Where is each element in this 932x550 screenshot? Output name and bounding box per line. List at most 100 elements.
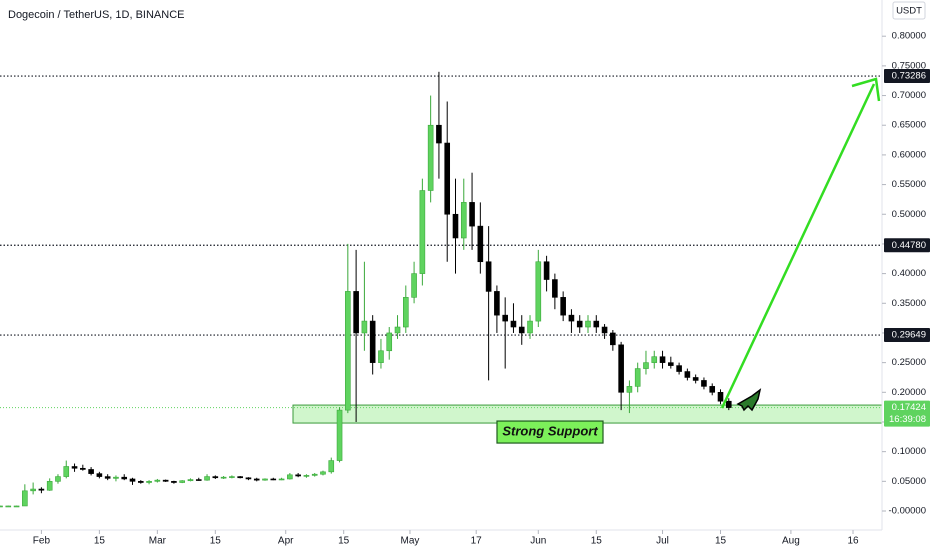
candle-body — [220, 476, 227, 479]
candle-body — [245, 477, 252, 480]
candle-body — [361, 320, 368, 334]
y-tick-label: 0.60000 — [892, 149, 926, 160]
candle-body — [444, 142, 451, 215]
x-tick-label: 15 — [210, 536, 222, 547]
candle-body — [560, 297, 566, 316]
candle-body — [692, 377, 699, 381]
candle-body — [171, 481, 177, 483]
candle-body — [187, 479, 194, 482]
candle-body — [30, 488, 36, 492]
level-label: 0.44780 — [892, 240, 926, 251]
candle-body — [22, 490, 28, 507]
candle-body — [427, 124, 434, 191]
current-price-label: 0.17424 — [892, 402, 926, 413]
candle-body — [593, 320, 600, 328]
x-tick-label: Jul — [656, 536, 669, 547]
candle-body — [129, 478, 136, 482]
candle-body — [452, 213, 459, 239]
candle-body — [46, 481, 53, 491]
candle-body — [378, 350, 384, 363]
y-tick-label: 0.65000 — [892, 120, 926, 131]
candle-body — [419, 190, 426, 274]
candle-body — [403, 297, 409, 328]
y-tick-label: 0.25000 — [892, 357, 926, 368]
rocket-icon — [736, 388, 762, 412]
candle-body — [369, 320, 376, 363]
y-tick-label: 0.35000 — [892, 298, 926, 309]
candle-body — [270, 478, 277, 481]
candle-body — [162, 479, 169, 482]
candle-body — [253, 478, 260, 481]
y-tick-label: 0.05000 — [892, 476, 926, 487]
candle-body — [237, 476, 243, 479]
level-label: 0.29649 — [892, 330, 926, 341]
candle-body — [436, 124, 442, 144]
x-tick-label: Apr — [278, 536, 294, 547]
candle-body — [287, 474, 293, 480]
currency-box — [892, 1, 926, 20]
candle-body — [725, 400, 732, 408]
candle-body — [303, 475, 310, 477]
x-tick-label: 17 — [471, 536, 483, 547]
level-label-box — [884, 69, 930, 84]
candle-body — [543, 261, 550, 280]
x-tick-label: 15 — [338, 536, 350, 547]
support-label: Strong Support — [502, 423, 598, 438]
candle-body — [195, 479, 202, 481]
candle-body — [96, 473, 103, 477]
candle-body — [618, 344, 624, 393]
candle-body — [535, 261, 542, 322]
candle-body — [460, 202, 467, 239]
candle-body — [709, 386, 716, 393]
candle-body — [701, 380, 707, 387]
y-tick-label: -0.00000 — [888, 506, 926, 517]
candle-body — [634, 368, 641, 387]
currency-label: USDT — [896, 6, 922, 17]
candle-body — [146, 481, 152, 483]
arrow-head — [851, 77, 881, 102]
candle-body — [684, 371, 691, 378]
y-tick-label: 0.20000 — [892, 387, 926, 398]
candle-body — [38, 488, 45, 491]
candle-body — [63, 466, 70, 477]
candle-body — [154, 479, 161, 482]
candle-body — [717, 392, 724, 402]
candle-body — [80, 467, 86, 470]
candle-body — [295, 474, 301, 477]
x-tick-label: 16 — [847, 536, 859, 547]
candle-body — [469, 202, 475, 227]
y-tick-label: 0.75000 — [892, 60, 926, 71]
support-label-box — [496, 420, 604, 444]
candle-body — [320, 471, 326, 475]
level-label-box — [884, 328, 930, 343]
y-tick-label: 0.70000 — [892, 90, 926, 101]
candle-body — [576, 320, 583, 328]
y-tick-label: 0.50000 — [892, 209, 926, 220]
candle-body — [229, 476, 235, 478]
candle-body — [5, 505, 12, 508]
y-tick-label: 0.55000 — [892, 179, 926, 190]
candle-body — [601, 326, 608, 334]
candle-body — [179, 480, 185, 483]
candle-body — [626, 386, 633, 393]
candle-body — [121, 476, 128, 480]
x-tick-label: May — [400, 536, 419, 547]
candle-body — [485, 261, 492, 292]
candle-body — [55, 476, 61, 482]
plot-area: Strong Support — [0, 71, 883, 508]
candle-body — [88, 469, 94, 474]
candle-body — [336, 409, 343, 461]
candle-body — [328, 460, 335, 473]
candle-body — [71, 466, 78, 469]
candle-body — [552, 279, 558, 298]
chart-title: Dogecoin / TetherUS, 1D, BINANCE — [8, 9, 184, 21]
x-tick-label: 15 — [715, 536, 727, 547]
x-tick-label: Aug — [782, 536, 800, 547]
candle-body — [610, 332, 616, 346]
candle-body — [668, 362, 674, 366]
y-tick-label: 0.10000 — [892, 446, 926, 457]
x-tick-label: Jun — [530, 536, 546, 547]
candle-body — [345, 291, 351, 411]
candle-body — [0, 505, 3, 508]
candle-body — [311, 473, 318, 476]
